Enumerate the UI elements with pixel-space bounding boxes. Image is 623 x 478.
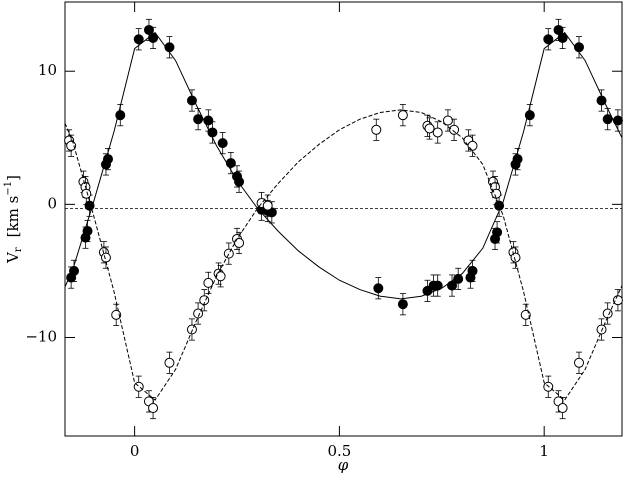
- open-point: [203, 277, 214, 288]
- open-point: [111, 309, 122, 320]
- solid-fit-curve: [64, 31, 623, 300]
- open-point: [449, 124, 460, 135]
- open-point: [573, 357, 584, 368]
- open-point: [193, 308, 204, 319]
- filled-point: [186, 95, 197, 106]
- open-point: [186, 324, 197, 335]
- open-point: [371, 124, 382, 135]
- open-point: [81, 188, 92, 199]
- y-label-symbol: V: [4, 251, 22, 264]
- filled-point: [373, 283, 384, 294]
- open-point: [467, 140, 478, 151]
- x-axis-label: φ: [338, 456, 349, 474]
- open-point: [424, 123, 435, 134]
- filled-point: [133, 34, 144, 45]
- open-point: [557, 403, 568, 414]
- open-point: [215, 271, 226, 282]
- filled-point: [453, 273, 464, 284]
- open-point: [100, 252, 111, 263]
- open-point: [510, 252, 521, 263]
- open-point: [397, 110, 408, 121]
- filled-point: [467, 265, 478, 276]
- open-point: [164, 357, 175, 368]
- open-point: [520, 309, 531, 320]
- open-point: [262, 200, 273, 211]
- y-tick-label: 0: [47, 194, 57, 212]
- open-point: [66, 140, 77, 151]
- open-point: [223, 248, 234, 259]
- open-point: [432, 127, 443, 138]
- open-point: [612, 295, 623, 306]
- y-label-unit: [km s: [4, 196, 22, 238]
- open-point: [602, 308, 613, 319]
- dashed-fit-curve: [64, 109, 623, 401]
- y-label-close: ]: [4, 175, 22, 181]
- y-label-subscript: r: [13, 247, 24, 252]
- x-tick-label: 1: [539, 442, 549, 460]
- filled-point: [602, 114, 613, 125]
- filled-point: [143, 24, 154, 35]
- open-point: [148, 403, 159, 414]
- open-point: [596, 324, 607, 335]
- filled-point: [207, 127, 218, 138]
- filled-point: [193, 114, 204, 125]
- y-axis-label: Vr [km s−1]: [3, 175, 24, 264]
- y-tick-label: 10: [38, 61, 57, 79]
- y-label-exponent: −1: [3, 181, 14, 196]
- open-point: [234, 237, 245, 248]
- y-tick-label: −10: [25, 327, 57, 345]
- plot-frame: [64, 1, 623, 437]
- x-tick-label: 0.5: [327, 442, 351, 460]
- filled-point: [397, 299, 408, 310]
- filled-point: [217, 138, 228, 149]
- filled-point: [492, 227, 503, 238]
- filled-point: [553, 24, 564, 35]
- open-point: [442, 115, 453, 126]
- filled-point: [596, 95, 607, 106]
- filled-point: [225, 158, 236, 169]
- filled-point: [543, 34, 554, 45]
- x-tick-label: 0: [130, 442, 140, 460]
